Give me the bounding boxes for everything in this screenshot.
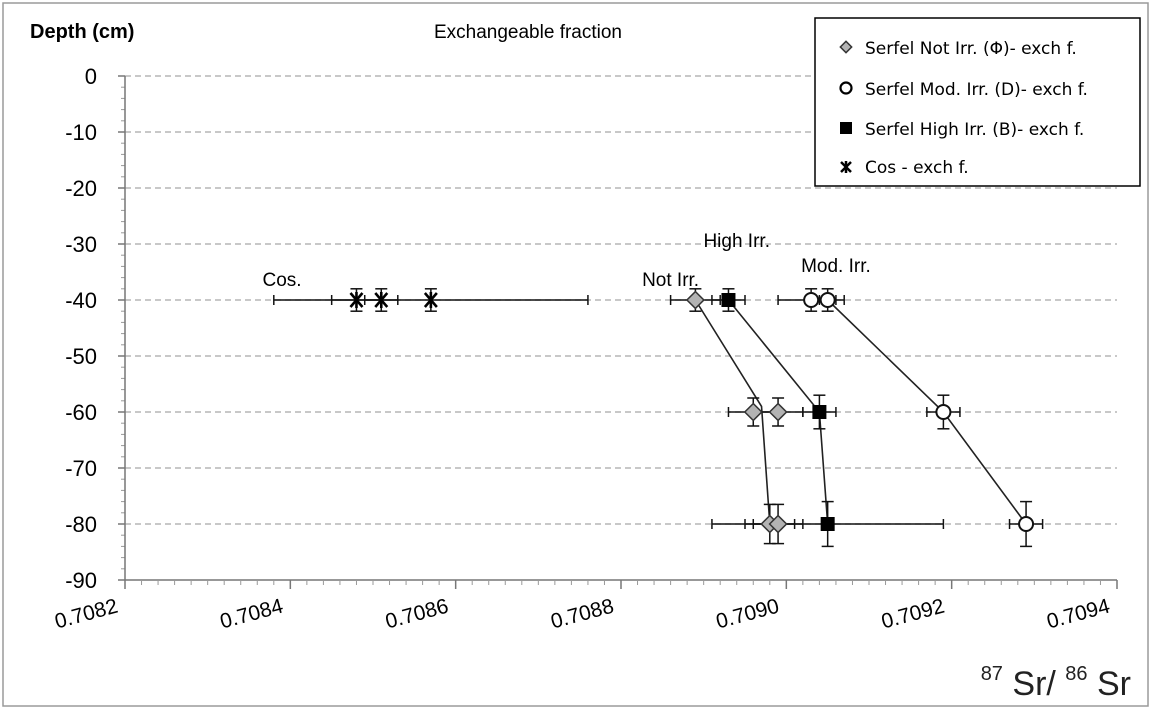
marker-circle-s1-p3 xyxy=(1018,516,1035,532)
x-axis-title-sr-slash: Sr/ xyxy=(1012,665,1056,703)
legend: Serfel Not Irr. (Φ)- exch f. Serfel Mod.… xyxy=(814,17,1141,187)
annotation-label-1: Not Irr. xyxy=(642,270,699,291)
y-tick-label-9: -90 xyxy=(65,568,97,593)
y-tick-label-1: -10 xyxy=(65,120,97,145)
marker-square-s2-p0 xyxy=(721,293,736,307)
data-markers xyxy=(349,290,1035,534)
marker-square-s2-p1 xyxy=(812,405,827,419)
connector-line-0 xyxy=(694,299,771,525)
x-axis-title-sr: Sr xyxy=(1097,665,1131,703)
marker-diamond-s0-p2 xyxy=(768,402,788,422)
marker-circle-s1-p2 xyxy=(935,404,952,420)
y-tick-label-2: -20 xyxy=(65,176,97,201)
grid-lines xyxy=(125,75,1117,525)
annotation-label-0: Cos. xyxy=(263,270,302,291)
marker-diamond-s0-p4 xyxy=(768,514,788,534)
legend-marker-diamond xyxy=(839,40,853,54)
legend-label-high-irr: Serfel High Irr. (B)- exch f. xyxy=(865,120,1084,140)
legend-marker-asterisk xyxy=(840,161,852,173)
marker-asterisk-s3-p2 xyxy=(423,292,438,308)
marker-circle-s1-p0 xyxy=(803,292,820,308)
marker-square-s2-p2 xyxy=(820,517,835,531)
marker-circle-s1-p1 xyxy=(819,292,836,308)
legend-marker-circle xyxy=(839,81,853,95)
y-tick-label-3: -30 xyxy=(65,232,97,257)
legend-label-mod-irr: Serfel Mod. Irr. (D)- exch f. xyxy=(865,80,1088,100)
marker-diamond-s0-p1 xyxy=(743,402,763,422)
x-axis-title: 87 Sr/ 86 Sr xyxy=(981,650,1131,703)
y-axis-title: Depth (cm) xyxy=(30,21,134,43)
y-tick-label-8: -80 xyxy=(65,512,97,537)
y-tick-label-6: -60 xyxy=(65,400,97,425)
legend-label-not-irr: Serfel Not Irr. (Φ)- exch f. xyxy=(865,39,1077,59)
y-tick-label-7: -70 xyxy=(65,456,97,481)
marker-asterisk-s3-p1 xyxy=(374,292,389,308)
y-tick-label-4: -40 xyxy=(65,288,97,313)
annotation-label-3: Mod. Irr. xyxy=(801,256,871,277)
marker-asterisk-s3-p0 xyxy=(349,292,364,308)
marker-diamond-s0-p0 xyxy=(685,290,705,310)
annotations: Cos. Not Irr.High Irr. Mod. Irr. xyxy=(263,231,871,291)
y-tick-label-0: 0 xyxy=(85,64,97,89)
chart-title: Exchangeable fraction xyxy=(434,22,622,43)
legend-box xyxy=(814,17,1141,187)
x-axis-title-sup-87: 87 xyxy=(981,663,1003,685)
x-axis-title-sup-86: 86 xyxy=(1065,663,1087,685)
legend-marker-square xyxy=(840,122,852,134)
legend-label-cos: Cos - exch f. xyxy=(865,158,969,178)
y-tick-label-5: -50 xyxy=(65,344,97,369)
annotation-label-2: High Irr. xyxy=(703,231,770,252)
